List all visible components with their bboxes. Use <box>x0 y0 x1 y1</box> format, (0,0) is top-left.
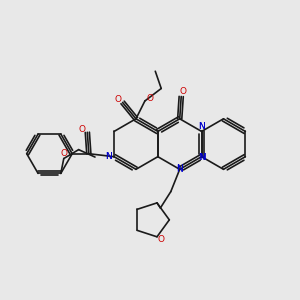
Text: O: O <box>158 235 165 244</box>
Text: N: N <box>198 122 204 131</box>
Text: N: N <box>176 164 183 173</box>
Text: N: N <box>198 122 204 131</box>
Text: O: O <box>115 95 122 104</box>
Text: N: N <box>105 152 112 161</box>
Text: O: O <box>147 94 154 103</box>
Text: N: N <box>105 152 112 161</box>
Text: O: O <box>61 149 68 158</box>
Text: N: N <box>176 165 183 174</box>
Text: O: O <box>79 125 86 134</box>
Text: N: N <box>198 153 205 162</box>
Text: N: N <box>199 153 206 162</box>
Text: O: O <box>179 87 186 96</box>
